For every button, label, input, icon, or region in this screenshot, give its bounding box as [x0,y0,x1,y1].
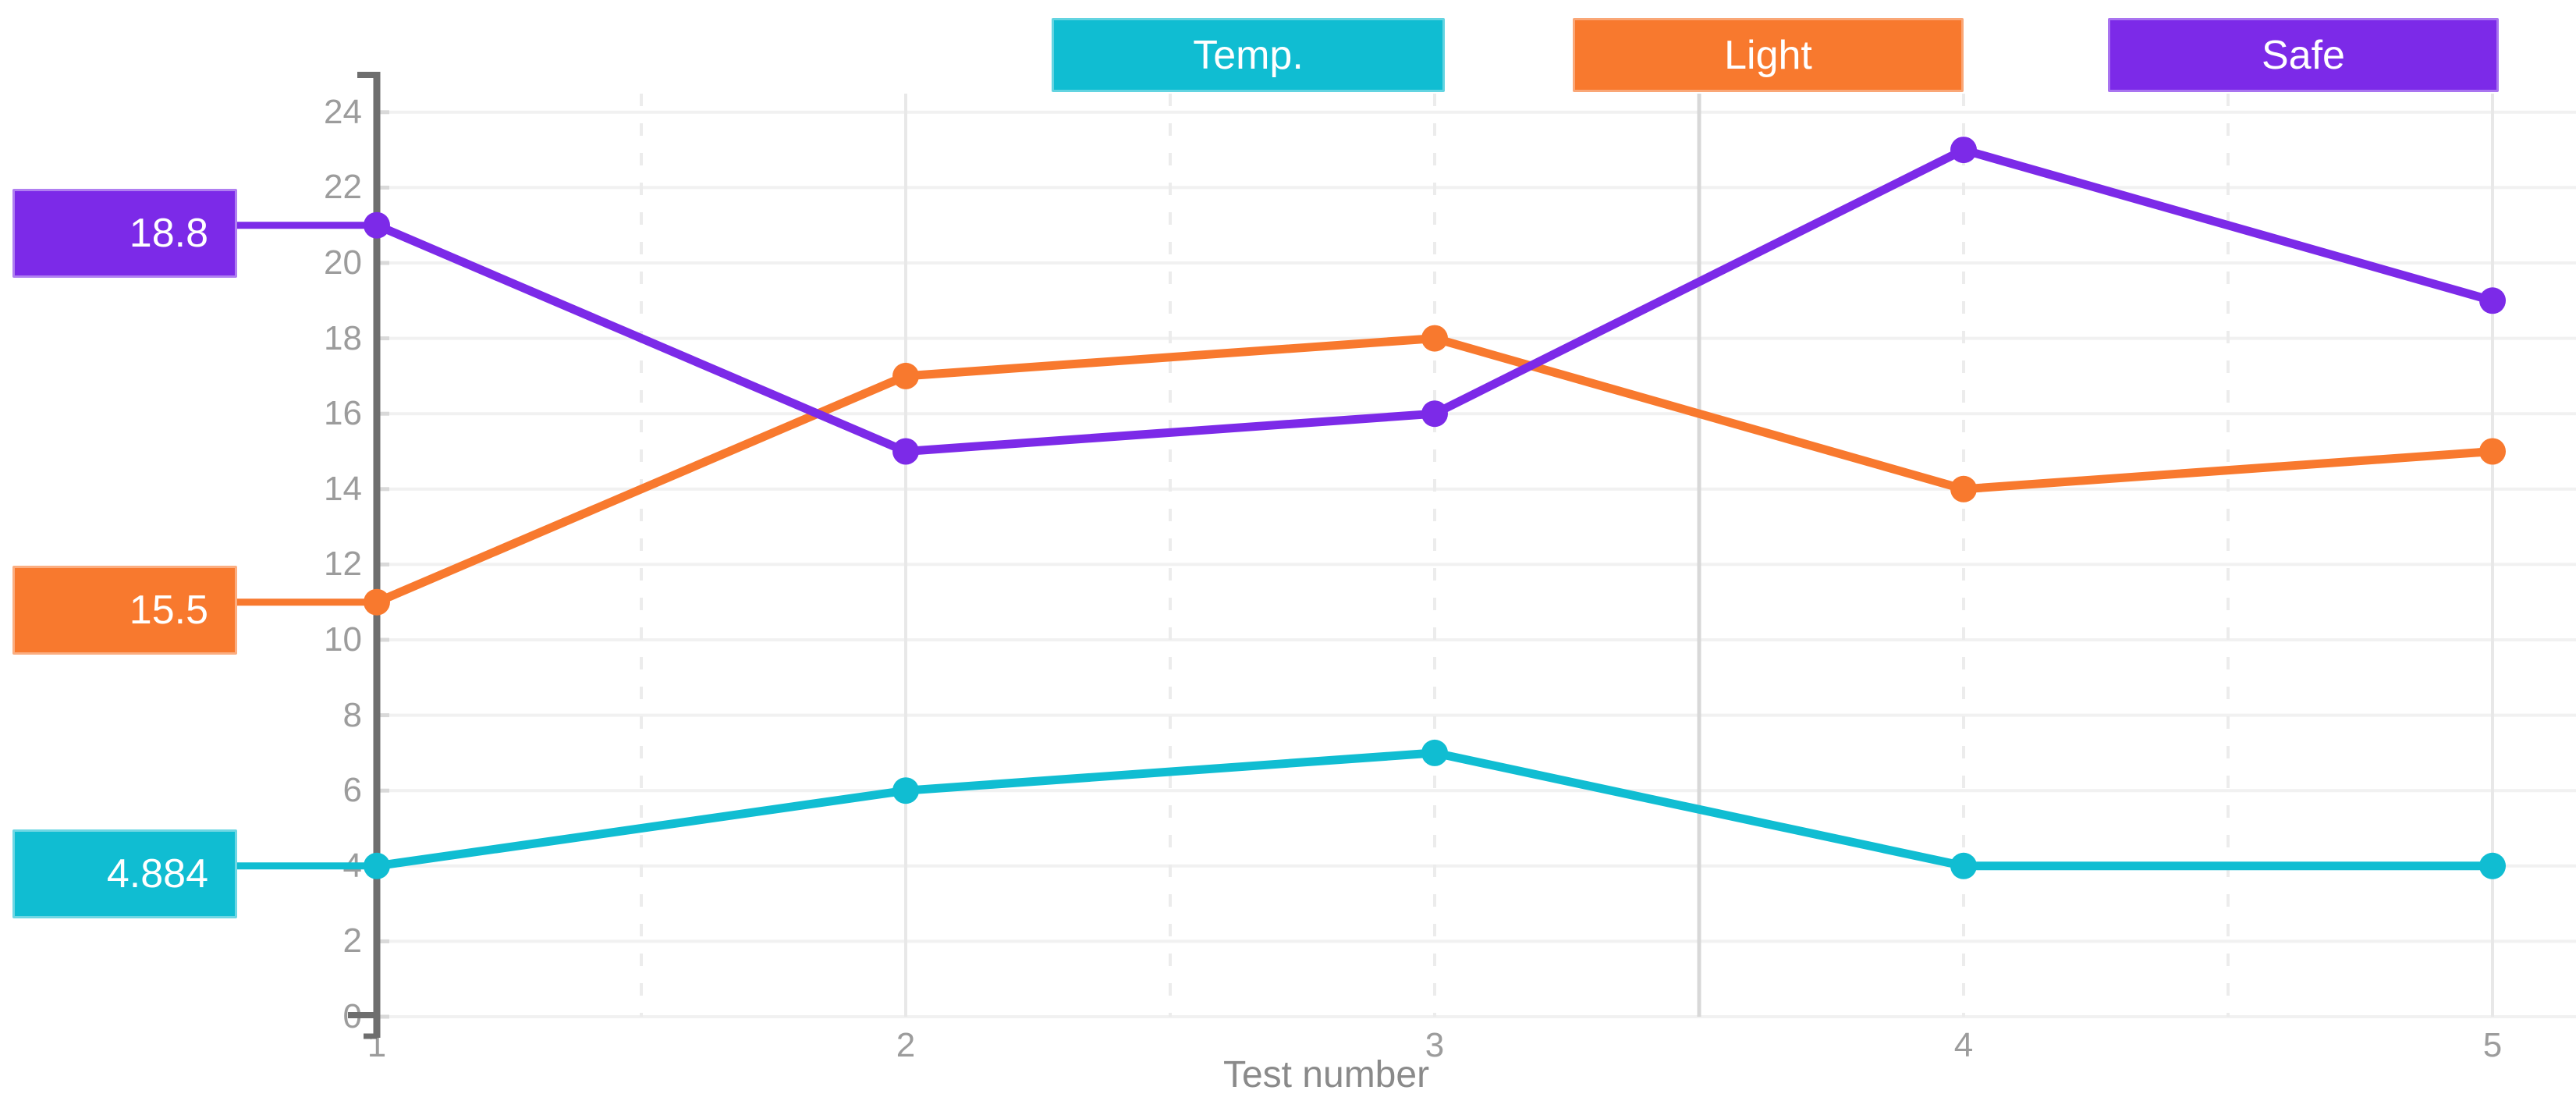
y-tick-label: 20 [324,243,362,282]
data-point-temp-4[interactable] [1950,852,1977,879]
x-tick-label: 2 [896,1026,916,1064]
legend-item-safe[interactable]: Safe [2108,18,2499,92]
legend-label-light: Light [1724,32,1812,78]
data-point-light-5[interactable] [2479,438,2506,465]
current-value-badge-temp: 4.884 [12,829,237,918]
data-point-light-3[interactable] [1421,325,1448,352]
current-value-light: 15.5 [129,587,208,633]
data-point-safe-5[interactable] [2479,287,2506,314]
legend-label-safe: Safe [2262,32,2345,78]
current-value-badge-safe: 18.8 [12,188,237,278]
data-point-temp-5[interactable] [2479,852,2506,879]
data-point-safe-2[interactable] [892,438,919,465]
y-tick-label: 2 [342,922,362,961]
y-tick-label: 12 [324,545,362,584]
legend-label-temp: Temp. [1193,32,1304,78]
y-tick-label: 10 [324,620,362,659]
data-point-light-4[interactable] [1950,475,1977,503]
x-axis-title: Test number [1222,1054,1430,1096]
y-tick-label: 6 [342,771,362,810]
data-point-light-2[interactable] [892,362,919,389]
current-value-badge-light: 15.5 [12,565,237,655]
y-tick-label: 14 [324,469,362,508]
current-value-temp: 4.884 [106,851,208,897]
x-tick-label: 3 [1425,1026,1445,1064]
data-point-temp-3[interactable] [1421,739,1448,766]
data-point-safe-3[interactable] [1421,400,1448,428]
legend-item-light[interactable]: Light [1573,18,1964,92]
data-point-temp-2[interactable] [892,777,919,804]
y-tick-label: 18 [324,318,362,357]
y-tick-label: 16 [324,394,362,433]
data-point-safe-4[interactable] [1950,137,1977,164]
y-tick-label: 8 [342,695,362,734]
x-tick-label: 5 [2482,1026,2503,1064]
y-tick-label: 24 [324,92,362,131]
data-point-temp-1[interactable] [364,852,390,879]
data-point-light-1[interactable] [364,588,390,616]
x-tick-label: 4 [1953,1026,1974,1064]
legend-item-temp[interactable]: Temp. [1052,18,1445,92]
y-tick-label: 22 [324,168,362,207]
series-line-light [372,334,2497,607]
data-point-safe-1[interactable] [364,211,390,239]
current-value-safe: 18.8 [129,210,208,256]
